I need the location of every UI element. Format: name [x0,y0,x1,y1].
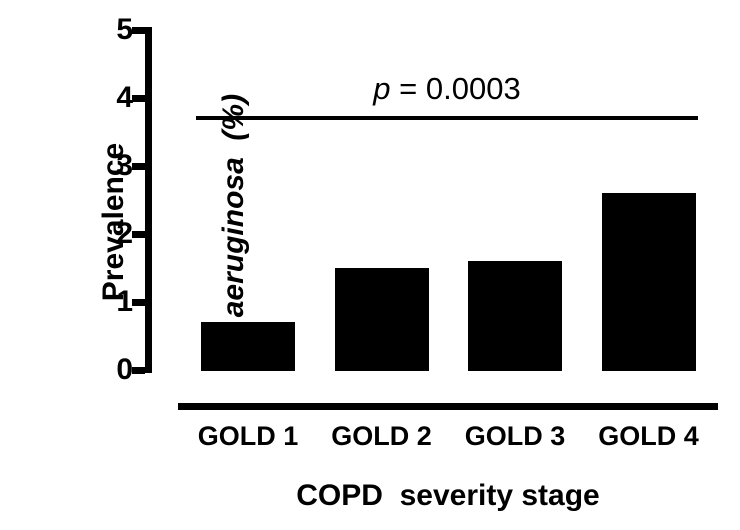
y-tick-3 [132,162,145,170]
bar-gold-2 [334,268,429,371]
y-tick-label-1: 1 [116,285,133,318]
x-tick-label-gold-4: GOLD 4 [598,421,699,451]
p-value-text: = 0.0003 [390,71,521,106]
y-tick-5 [132,26,145,34]
p-value-annotation: p = 0.0003 [247,71,647,107]
y-tick-1 [132,298,145,306]
y-tick-2 [132,230,145,238]
y-tick-0 [132,366,145,374]
bar-gold-4 [601,193,696,371]
y-axis-title-text: Prevalence P. aeruginosa (%) [14,12,250,432]
y-tick-4 [132,94,145,102]
y-tick-label-4: 4 [116,81,133,114]
y-axis-line [145,27,152,373]
y-tick-label-2: 2 [116,217,133,250]
x-axis-line [178,403,718,410]
x-axis-title: COPD severity stage [296,479,600,512]
x-tick-label-gold-2: GOLD 2 [331,421,432,451]
y-tick-label-3: 3 [116,149,133,182]
p-symbol: p [373,71,391,106]
x-tick-label-gold-3: GOLD 3 [464,421,566,451]
bar-gold-3 [468,261,562,371]
x-tick-label-gold-1: GOLD 1 [197,421,299,451]
y-tick-label-0: 0 [116,353,133,386]
bar-gold-1 [201,322,295,371]
significance-line [196,116,698,121]
y-tick-label-5: 5 [116,13,133,46]
